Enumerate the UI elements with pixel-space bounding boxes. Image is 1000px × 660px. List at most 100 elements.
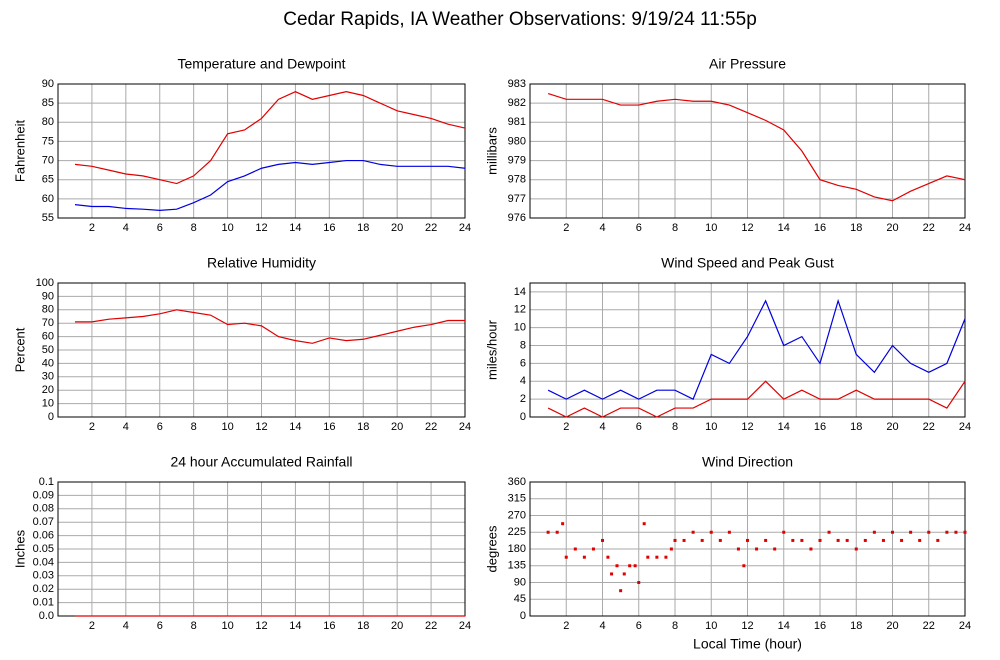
data-point <box>782 530 786 534</box>
data-point <box>628 564 632 568</box>
data-point <box>791 538 795 542</box>
panel-title: 24 hour Accumulated Rainfall <box>170 454 352 470</box>
plot-frame <box>529 481 966 617</box>
data-point <box>764 538 768 542</box>
y-tick-label: 0.02 <box>33 583 54 595</box>
data-point <box>963 530 967 534</box>
x-tick-label: 8 <box>672 222 678 234</box>
x-tick-label: 16 <box>814 222 826 234</box>
data-point <box>564 555 568 559</box>
x-tick-label: 24 <box>959 620 971 632</box>
x-tick-label: 22 <box>425 222 437 234</box>
y-tick-label: 978 <box>508 174 526 186</box>
y-tick-label: 90 <box>42 290 54 302</box>
data-point <box>863 538 867 542</box>
data-point <box>691 530 695 534</box>
page-title: Cedar Rapids, IA Weather Observations: 9… <box>283 9 757 30</box>
data-point <box>591 547 595 551</box>
y-tick-label: 14 <box>514 286 526 298</box>
y-tick-label: 981 <box>508 116 526 128</box>
y-axis-label: Percent <box>12 327 27 372</box>
data-point <box>555 530 559 534</box>
y-axis-label: millibars <box>484 127 499 175</box>
y-tick-label: 0.09 <box>33 489 54 501</box>
y-tick-label: 0.04 <box>33 556 54 568</box>
y-tick-label: 65 <box>42 174 54 186</box>
y-tick-label: 8 <box>520 339 526 351</box>
data-point <box>872 530 876 534</box>
x-tick-label: 4 <box>123 620 129 632</box>
x-tick-label: 10 <box>705 620 717 632</box>
y-tick-label: 979 <box>508 154 526 166</box>
plot-frame <box>57 83 466 219</box>
x-tick-label: 12 <box>255 222 267 234</box>
y-tick-label: 0.1 <box>39 476 54 488</box>
x-tick-label: 6 <box>636 421 642 433</box>
data-point <box>615 564 619 568</box>
x-tick-label: 8 <box>672 620 678 632</box>
data-point <box>755 547 759 551</box>
y-tick-label: 70 <box>42 317 54 329</box>
data-point <box>606 555 610 559</box>
x-tick-label: 10 <box>705 421 717 433</box>
x-tick-label: 16 <box>323 620 335 632</box>
y-tick-label: 100 <box>36 277 54 289</box>
data-point <box>637 581 641 584</box>
y-axis-label: miles/hour <box>484 319 499 380</box>
x-tick-label: 24 <box>959 222 971 234</box>
x-tick-label: 14 <box>778 421 790 433</box>
data-point <box>610 572 614 576</box>
data-point <box>622 572 626 576</box>
y-tick-label: 180 <box>508 543 526 555</box>
x-tick-label: 10 <box>221 222 233 234</box>
y-tick-label: 75 <box>42 135 54 147</box>
panel-title: Wind Speed and Peak Gust <box>661 255 834 271</box>
y-tick-label: 85 <box>42 97 54 109</box>
y-tick-label: 0 <box>520 411 526 423</box>
data-point <box>655 555 659 559</box>
x-tick-label: 12 <box>255 620 267 632</box>
y-tick-label: 90 <box>42 78 54 90</box>
x-tick-label: 14 <box>289 222 301 234</box>
y-tick-label: 0.01 <box>33 597 54 609</box>
data-point <box>727 530 731 534</box>
y-tick-label: 12 <box>514 304 526 316</box>
plot-frame <box>529 282 966 418</box>
y-tick-label: 60 <box>42 193 54 205</box>
x-tick-label: 12 <box>255 421 267 433</box>
data-point <box>718 538 722 542</box>
data-point <box>682 538 686 542</box>
x-tick-label: 16 <box>814 620 826 632</box>
y-tick-label: 0.03 <box>33 570 54 582</box>
data-line <box>74 159 466 211</box>
y-tick-label: 977 <box>508 193 526 205</box>
data-point <box>936 538 940 542</box>
x-tick-label: 18 <box>850 620 862 632</box>
data-point <box>673 538 677 542</box>
x-tick-label: 6 <box>636 222 642 234</box>
x-tick-label: 16 <box>814 421 826 433</box>
y-tick-label: 983 <box>508 78 526 90</box>
y-axis-label: Inches <box>12 529 27 568</box>
data-point <box>827 530 831 534</box>
x-tick-label: 18 <box>357 222 369 234</box>
y-tick-label: 2 <box>520 393 526 405</box>
y-tick-label: 80 <box>42 304 54 316</box>
data-point <box>927 530 931 534</box>
data-point <box>646 555 650 559</box>
y-tick-label: 10 <box>42 398 54 410</box>
data-point <box>809 547 813 551</box>
y-tick-label: 10 <box>514 322 526 334</box>
y-tick-label: 270 <box>508 509 526 521</box>
x-tick-label: 20 <box>391 620 403 632</box>
data-point <box>561 522 565 526</box>
x-tick-label: 18 <box>850 222 862 234</box>
x-tick-label: 2 <box>89 222 95 234</box>
data-point <box>818 538 822 542</box>
data-point <box>573 547 577 551</box>
x-tick-label: 4 <box>599 421 605 433</box>
y-tick-label: 50 <box>42 344 54 356</box>
panel-title: Air Pressure <box>709 56 786 72</box>
data-point <box>881 538 885 542</box>
